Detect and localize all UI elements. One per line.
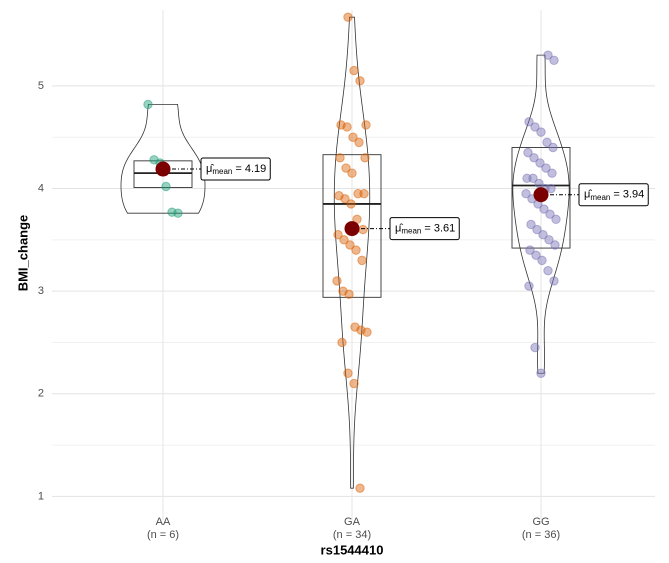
mean-subscript: mean	[401, 227, 421, 236]
x-tick-note: (n = 34)	[333, 529, 371, 541]
mean-label: μ̂ mean = 4.19	[200, 157, 271, 181]
data-point	[549, 55, 559, 65]
y-tick-label: 2	[38, 388, 44, 400]
data-point	[528, 173, 538, 183]
mean-label: μ̂ mean = 3.94	[578, 183, 649, 207]
data-point	[531, 250, 541, 260]
data-point	[343, 368, 353, 378]
data-point	[551, 214, 561, 225]
data-point	[342, 122, 352, 132]
data-point	[529, 153, 539, 163]
data-point	[343, 12, 353, 22]
mean-symbol: μ̂	[584, 189, 592, 201]
mean-value-label: = 3.94	[613, 189, 644, 201]
data-point	[543, 265, 553, 276]
x-tick-note: (n = 6)	[147, 529, 179, 541]
data-point	[349, 378, 359, 389]
data-point	[545, 209, 555, 219]
data-point	[359, 188, 369, 199]
mean-symbol: μ̂	[395, 222, 403, 234]
data-point	[332, 276, 342, 286]
y-tick-label: 3	[38, 285, 44, 297]
mean-subscript: mean	[212, 167, 232, 176]
mean-subscript: mean	[590, 193, 610, 202]
data-point	[341, 163, 351, 173]
data-point	[548, 142, 558, 153]
data-point	[541, 163, 551, 173]
data-point	[530, 342, 540, 353]
box	[511, 147, 571, 249]
data-point	[351, 245, 361, 255]
data-point	[335, 153, 345, 163]
mean-value-label: = 4.19	[235, 163, 266, 175]
data-point	[536, 127, 546, 137]
data-point	[349, 65, 359, 76]
data-point	[537, 255, 547, 266]
data-point	[543, 50, 553, 60]
data-point	[524, 117, 534, 127]
mean-symbol: μ̂	[206, 163, 214, 175]
x-tick-label: GA	[344, 516, 361, 528]
data-point	[339, 235, 349, 245]
violin	[512, 54, 570, 374]
x-tick-label: AA	[156, 516, 171, 528]
data-point	[542, 137, 552, 148]
data-point	[361, 120, 371, 130]
mean-label: μ̂ mean = 3.61	[389, 217, 460, 241]
data-point	[344, 289, 354, 299]
data-point	[357, 255, 367, 266]
data-point	[535, 158, 545, 168]
data-point	[524, 281, 534, 291]
data-point	[362, 327, 372, 337]
mean-point	[533, 187, 549, 203]
data-point	[355, 76, 365, 86]
x-axis-title: rs1544410	[321, 542, 384, 557]
data-point	[536, 368, 546, 378]
data-point	[546, 183, 556, 194]
y-tick-label: 5	[38, 80, 44, 92]
data-point	[345, 240, 355, 250]
data-point	[358, 224, 368, 235]
data-point	[544, 235, 554, 245]
data-point	[173, 208, 183, 218]
data-point	[355, 483, 365, 493]
data-point	[333, 230, 343, 240]
data-point	[337, 337, 347, 348]
data-point	[547, 168, 557, 178]
data-point	[530, 122, 540, 132]
data-point	[521, 188, 531, 199]
x-tick-note: (n = 36)	[522, 529, 560, 541]
mean-label-box	[578, 183, 649, 207]
y-axis-title: BMI_change	[15, 215, 30, 292]
data-point	[346, 199, 356, 209]
mean-label-box	[200, 157, 271, 181]
data-point	[525, 245, 535, 255]
data-point	[549, 276, 559, 286]
data-point	[347, 168, 357, 178]
data-point	[354, 137, 364, 148]
data-point	[539, 204, 549, 214]
data-point	[360, 153, 370, 163]
mean-point	[344, 221, 360, 237]
y-tick-label: 1	[38, 490, 44, 502]
data-point	[143, 99, 153, 110]
data-point	[340, 194, 350, 204]
mean-value-label: = 3.61	[424, 222, 455, 234]
mean-label-box	[389, 217, 460, 241]
violin	[333, 16, 371, 489]
mean-point	[155, 161, 171, 177]
data-point	[532, 224, 542, 235]
x-tick-label: GG	[532, 516, 549, 528]
data-point	[538, 230, 548, 240]
data-point	[523, 147, 533, 158]
y-tick-label: 4	[38, 182, 44, 194]
data-point	[526, 219, 536, 230]
box	[133, 160, 193, 188]
data-point	[348, 132, 358, 142]
data-point	[550, 240, 560, 250]
data-point	[161, 181, 171, 192]
